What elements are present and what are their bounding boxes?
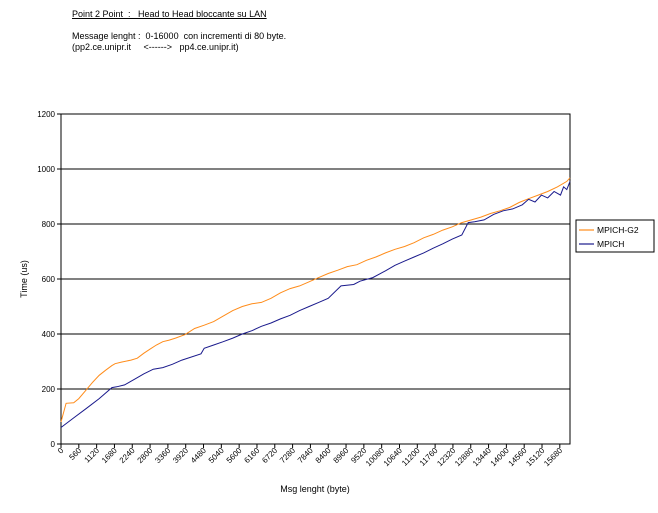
x-tick-label: 1680	[100, 446, 119, 465]
legend-label: MPICH-G2	[597, 225, 639, 235]
x-tick-label: 3360	[153, 446, 172, 465]
x-tick-label: 7280	[278, 446, 297, 465]
legend-label: MPICH	[597, 239, 624, 249]
x-tick-label: 12880	[453, 446, 475, 468]
x-tick-label: 13440	[471, 446, 493, 468]
series-line-mpich	[60, 181, 571, 428]
legend-box	[575, 219, 655, 253]
legend: MPICH-G2 MPICH	[575, 219, 655, 253]
y-tick-label: 800	[42, 220, 56, 229]
x-tick-label: 5040	[207, 446, 226, 465]
chart-title: Point 2 Point : Head to Head bloccante s…	[72, 9, 267, 19]
x-tick-label: 6720	[260, 446, 279, 465]
x-tick-label: 5600	[225, 446, 244, 465]
x-tick-label: 15680	[542, 446, 564, 468]
x-tick-label: 8960	[332, 446, 351, 465]
chart-subtitle-line1: Message lenght : 0-16000 con incrementi …	[72, 31, 287, 41]
x-tick-label: 10640	[382, 446, 404, 468]
x-tick-label: 15120	[524, 446, 546, 468]
y-tick-label: 400	[42, 330, 56, 339]
y-tick-label: 0	[51, 440, 56, 449]
x-tick-label: 4480	[189, 446, 208, 465]
x-tick-label: 1120	[83, 446, 102, 465]
x-axis: 0 560 112016802240280033603920448050405600…	[56, 444, 565, 468]
x-tick-label: 2240	[118, 446, 137, 465]
y-tick-label: 200	[42, 385, 56, 394]
x-tick-label: 3920	[171, 446, 190, 465]
x-tick-label: 6160	[242, 446, 261, 465]
y-tick-label: 1000	[37, 165, 55, 174]
x-tick-label: 10080	[364, 446, 386, 468]
gridlines	[61, 168, 570, 390]
series-lines	[60, 177, 571, 428]
x-tick-label: 11200	[400, 446, 422, 468]
chart-subtitle-line2: (pp2.ce.unipr.it <------> pp4.ce.unipr.i…	[72, 42, 239, 52]
series-line-mpich-g2	[60, 177, 571, 423]
y-axis: 0 200 400 600 800 1000 1200	[37, 110, 61, 449]
x-tick-label: 560	[67, 446, 83, 462]
x-tick-label: 12320	[435, 446, 457, 468]
y-axis-label: Time (us)	[19, 260, 29, 298]
x-tick-label: 2800	[136, 446, 155, 465]
x-tick-label: 14560	[507, 446, 529, 468]
x-tick-label: 7840	[296, 446, 315, 465]
y-tick-label: 1200	[37, 110, 55, 119]
y-tick-label: 600	[42, 275, 56, 284]
x-tick-label: 14000	[489, 446, 511, 468]
x-tick-label: 0	[56, 446, 66, 456]
x-axis-label: Msg lenght (byte)	[280, 484, 350, 494]
x-tick-label: 8400	[314, 446, 333, 465]
